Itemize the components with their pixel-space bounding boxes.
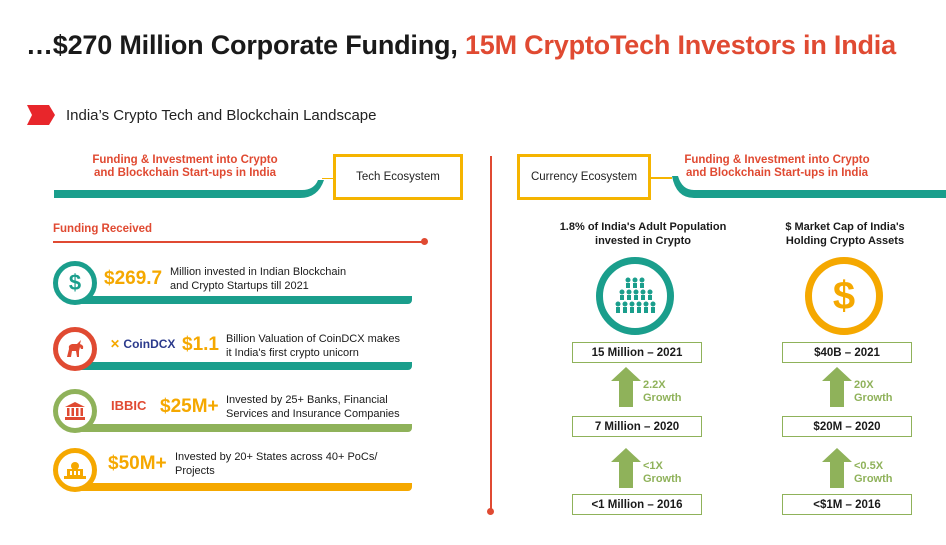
funding-row-1-desc-line1: Million invested in Indian Blockchain: [170, 266, 347, 278]
growth-arrow-icon: [611, 367, 641, 407]
market-cap-value-2021: $40B – 2021: [782, 342, 912, 363]
population-value-2020: 7 Million – 2020: [572, 416, 702, 437]
funding-row-2-desc-line1: Billion Valuation of CoinDCX makes: [226, 333, 401, 345]
funding-row-3-circle: [53, 389, 97, 433]
population-growth-2-value: <1X: [643, 460, 663, 472]
funding-received-label: Funding Received: [53, 223, 153, 235]
market-cap-heading-line1: $ Market Cap of India's: [785, 221, 905, 233]
dollar-icon: $: [68, 270, 82, 295]
left-header-line1: Funding & Investment into Crypto: [92, 154, 278, 166]
population-value-2021: 15 Million – 2021: [572, 342, 702, 363]
funding-row-1-bar: [72, 296, 412, 304]
funding-row-3-desc-line2: Services and Insurance Companies: [226, 408, 400, 420]
market-cap-value-2020: $20M – 2020: [782, 416, 912, 437]
coindcx-logo: ✕ CoinDCX: [110, 337, 176, 351]
left-header-swoosh: [54, 178, 336, 198]
unicorn-icon: [67, 340, 84, 357]
funding-row-4-amount: $50M+: [108, 453, 167, 474]
population-heading-line1: 1.8% of India's Adult Population: [559, 221, 727, 233]
funding-row-1-circle: $: [53, 261, 97, 305]
funding-row-3-bar: [72, 424, 412, 432]
population-growth-2-label: Growth: [643, 473, 682, 485]
growth-arrow-icon: [822, 448, 852, 488]
funding-row-2-desc-line2: it India's first crypto unicorn: [226, 347, 359, 359]
funding-row-2-amount: $1.1: [182, 334, 219, 355]
population-growth-2: <1X Growth: [643, 460, 682, 486]
vertical-divider: [490, 156, 492, 511]
page-title-accent: 15M CryptoTech Investors in India: [464, 30, 896, 60]
population-growth-1: 2.2X Growth: [643, 379, 682, 405]
growth-arrow-icon: [611, 448, 641, 488]
right-header-line2: and Blockchain Start-ups in India: [685, 167, 869, 179]
section-subtitle: India’s Crypto Tech and Blockchain Lands…: [66, 107, 377, 124]
coindcx-logo-text: CoinDCX: [123, 337, 176, 351]
funding-row-1-desc-line2: and Crypto Startups till 2021: [170, 280, 309, 292]
population-growth-1-label: Growth: [643, 392, 682, 404]
state-building-icon: [64, 462, 86, 479]
left-header-line2: and Blockchain Start-ups in India: [93, 167, 277, 179]
population-value-2016: <1 Million – 2016: [572, 494, 702, 515]
right-header-swoosh: [650, 176, 946, 198]
ibbic-logo: IBBIC: [111, 398, 147, 413]
market-cap-growth-2-value: <0.5X: [854, 460, 884, 472]
population-circle: [596, 257, 674, 335]
funding-row-2-circle: [53, 327, 97, 371]
page-title: …$270 Million Corporate Funding, 15M Cry…: [26, 30, 896, 61]
market-cap-growth-2-label: Growth: [854, 473, 893, 485]
market-cap-growth-1-value: 20X: [854, 379, 874, 391]
market-cap-growth-1: 20X Growth: [854, 379, 893, 405]
funding-row-4-desc-line1: Invested by 20+ States across 40+ PoCs/: [175, 451, 378, 463]
funding-row-4-bar: [72, 483, 412, 491]
funding-row-3-desc-line1: Invested by 25+ Banks, Financial: [226, 394, 388, 406]
funding-row-3-desc: Invested by 25+ Banks, Financial Service…: [226, 393, 400, 421]
funding-row-2-bar: [72, 362, 412, 370]
dollar-icon: $: [832, 274, 856, 318]
population-heading: 1.8% of India's Adult Population investe…: [548, 220, 738, 248]
funding-row-1-amount: $269.7: [104, 268, 163, 289]
tech-ecosystem-box: Tech Ecosystem: [333, 154, 463, 200]
red-flag-icon: [27, 105, 55, 125]
funding-row-3-amount: $25M+: [160, 396, 219, 417]
currency-ecosystem-box: Currency Ecosystem: [517, 154, 651, 200]
page-title-prefix: …$270 Million Corporate Funding,: [26, 30, 465, 60]
right-header-line1: Funding & Investment into Crypto: [684, 154, 870, 166]
market-cap-heading: $ Market Cap of India's Holding Crypto A…: [760, 220, 930, 248]
left-header-red-text: Funding & Investment into Crypto and Blo…: [70, 154, 300, 180]
people-group-icon: [615, 277, 656, 313]
funding-row-4-desc-line2: Projects: [175, 465, 215, 477]
funding-divider-line: [53, 241, 424, 243]
funding-row-4-circle: [53, 448, 97, 492]
growth-arrow-icon: [822, 367, 852, 407]
funding-row-1-desc: Million invested in Indian Blockchain an…: [170, 265, 346, 293]
market-cap-circle: $: [805, 257, 883, 335]
right-header-red-text: Funding & Investment into Crypto and Blo…: [672, 154, 882, 180]
market-cap-value-2016: <$1M – 2016: [782, 494, 912, 515]
market-cap-growth-2: <0.5X Growth: [854, 460, 893, 486]
funding-divider-dot: [421, 238, 428, 245]
funding-row-4-desc: Invested by 20+ States across 40+ PoCs/ …: [175, 450, 377, 478]
market-cap-heading-line2: Holding Crypto Assets: [785, 235, 905, 247]
bank-icon: [65, 402, 85, 420]
population-heading-line2: invested in Crypto: [595, 235, 691, 247]
market-cap-growth-1-label: Growth: [854, 392, 893, 404]
population-growth-1-value: 2.2X: [643, 379, 666, 391]
vertical-divider-dot: [487, 508, 494, 515]
funding-row-2-desc: Billion Valuation of CoinDCX makes it In…: [226, 332, 400, 360]
